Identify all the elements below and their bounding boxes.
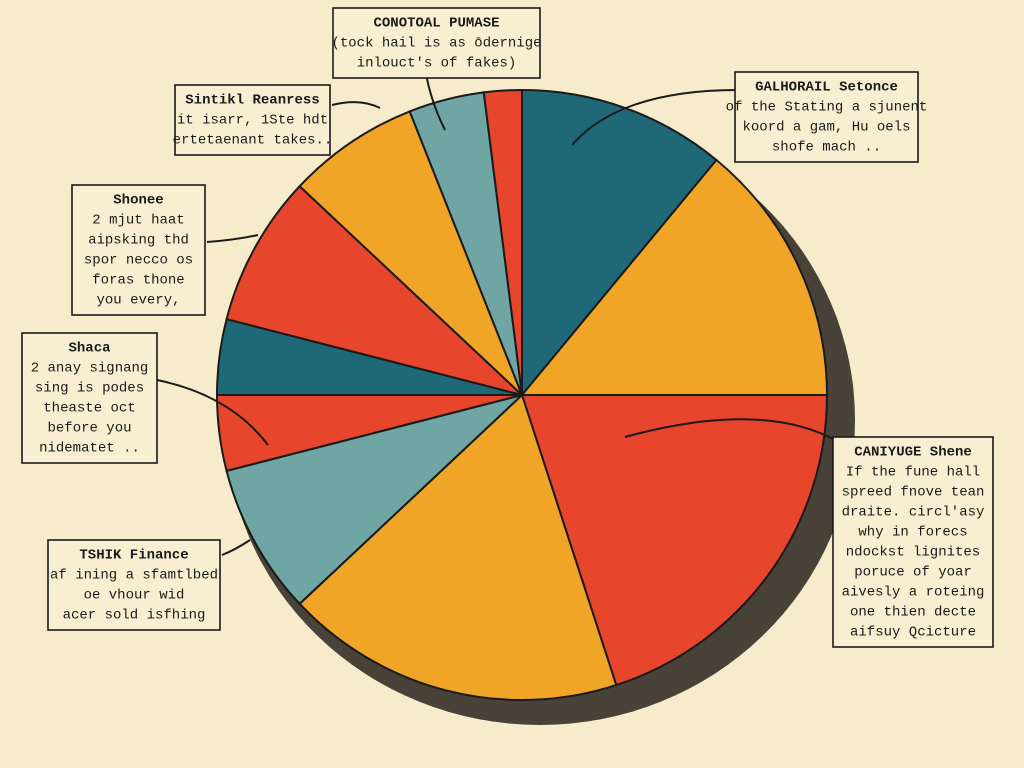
pie-slice	[482, 88, 523, 396]
annotation-box	[21, 332, 158, 464]
pie-slice	[225, 394, 523, 606]
annotation-line: inlouct's of fakes)	[357, 56, 517, 72]
annotation-title: CANIYUGE Shene	[854, 445, 972, 461]
pie-slice	[298, 393, 618, 701]
annotation-title: Sintikl Reanress	[185, 93, 319, 109]
arrow	[571, 89, 739, 146]
annotation-line: draite. circl'asy	[842, 505, 985, 521]
annotation-line: sing is podes	[35, 381, 144, 397]
annotation-title: TSHIK Finance	[79, 548, 188, 564]
annotation-line: one thien decte	[850, 605, 976, 621]
annotation-line: ndockst lignites	[846, 545, 980, 561]
annotation-title: Shaca	[68, 341, 111, 357]
annotation-line: acer sold isfhing	[63, 608, 206, 624]
annotation-line: nidematet ..	[39, 441, 140, 457]
annotation-line: koord a gam, Hu oels	[742, 120, 910, 136]
annotation-line: 2 mjut haat	[92, 213, 184, 229]
annotation-title: GALHORAIL Setonce	[755, 80, 898, 96]
arrow	[624, 418, 836, 441]
annotations: CONOTOAL PUMASE (tock hail is as ōdernige…	[21, 7, 994, 648]
pie	[215, 88, 829, 701]
annotation-line: af ining a sfamtlbed	[50, 568, 218, 584]
annotation-line: poruce of yoar	[854, 565, 972, 581]
annotation-line: oe vhour wid	[84, 588, 185, 604]
annotation-box	[174, 84, 331, 156]
annotation-box	[734, 71, 919, 163]
annotation-box	[47, 539, 221, 631]
annotation-line: before you	[47, 421, 131, 437]
annotation-line: spor necco os	[84, 253, 193, 269]
annotation-line: If the fune hall	[846, 465, 980, 481]
arrow	[156, 379, 269, 446]
annotation-line: it isarr, 1Ste hdt	[177, 113, 328, 129]
annotation-box	[71, 184, 206, 316]
annotation-box	[332, 7, 541, 79]
annotation-line: you every,	[96, 293, 180, 309]
annotation-line: aipsking thd	[88, 233, 189, 249]
pie-slice	[225, 184, 523, 396]
annotation-line: foras thone	[92, 273, 184, 289]
annotation-box	[832, 436, 994, 648]
arrow	[331, 101, 381, 109]
annotation-line: of the Stating a sjunent	[726, 100, 928, 116]
pie-slice	[519, 158, 829, 396]
annotation-line: 2 anay signang	[31, 361, 149, 377]
annotation-line: aivesly a roteing	[842, 585, 985, 601]
annotation-line: (tock hail is as ōdernige	[331, 36, 541, 52]
annotation-line: ertetaenant takes..	[173, 133, 333, 149]
annotation-title: Shonee	[113, 193, 163, 209]
annotation-title: CONOTOAL PUMASE	[373, 16, 499, 32]
annotation-line: why in forecs	[858, 525, 967, 541]
annotation-line: shofe mach ..	[772, 140, 881, 156]
arrows	[156, 67, 836, 556]
annotation-line: theaste oct	[43, 401, 135, 417]
annotation-line: aifsuy Qcicture	[850, 625, 976, 641]
annotation-line: spreed fnove tean	[842, 485, 985, 501]
arrow	[206, 234, 259, 243]
arrow	[221, 539, 251, 556]
pie-slice	[298, 110, 523, 396]
pie-slice	[520, 394, 829, 687]
